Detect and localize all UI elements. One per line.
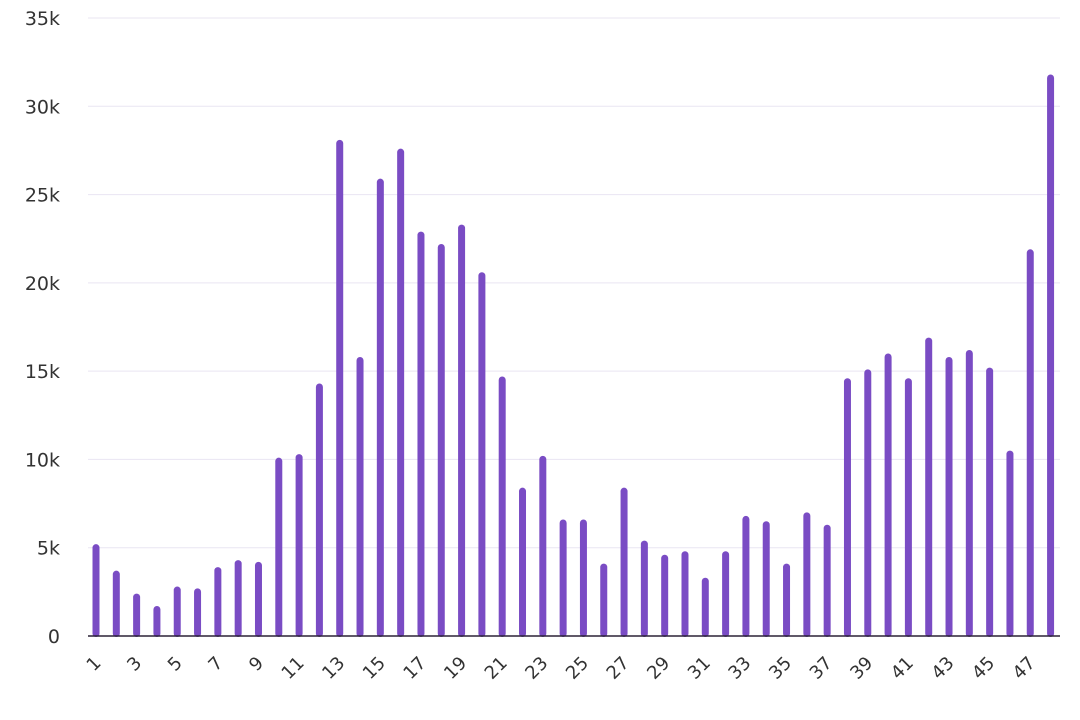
x-tick-label: 13 — [318, 653, 349, 684]
bar-3 — [133, 593, 141, 637]
bar-1 — [92, 544, 100, 637]
x-tick-label: 3 — [123, 653, 146, 676]
bar-25 — [579, 519, 587, 637]
bar-36 — [803, 512, 811, 637]
bar-19 — [458, 224, 466, 638]
bar-17 — [417, 231, 425, 637]
bar-10 — [275, 457, 283, 637]
x-tick-label: 35 — [765, 653, 796, 684]
bar-26 — [600, 563, 608, 637]
bar-38 — [843, 378, 851, 637]
bar-9 — [254, 561, 262, 637]
x-tick-label: 31 — [684, 653, 715, 684]
bar-46 — [1006, 450, 1014, 637]
bar-5 — [173, 586, 181, 637]
x-tick-label: 9 — [245, 653, 268, 676]
bars — [92, 74, 1055, 638]
x-tick-label: 37 — [806, 653, 837, 684]
y-tick-label: 20k — [25, 273, 60, 295]
bar-11 — [295, 454, 303, 637]
x-tick-label: 21 — [481, 653, 512, 684]
bar-48 — [1047, 74, 1055, 637]
bar-32 — [722, 551, 730, 637]
bar-18 — [437, 244, 445, 638]
bar-27 — [620, 487, 628, 637]
y-tick-label: 30k — [25, 96, 60, 118]
x-tick-label: 39 — [846, 653, 877, 684]
bar-39 — [864, 369, 872, 637]
x-tick-label: 7 — [204, 653, 227, 676]
x-tick-label: 43 — [928, 653, 959, 684]
bar-16 — [397, 148, 405, 638]
x-tick-label: 17 — [399, 653, 430, 684]
gridlines — [88, 17, 1060, 549]
bar-42 — [925, 337, 933, 637]
bar-35 — [783, 563, 791, 637]
bar-4 — [153, 605, 161, 637]
x-tick-label: 15 — [359, 653, 390, 684]
bar-21 — [498, 376, 506, 637]
x-tick-label: 29 — [643, 653, 674, 684]
y-tick-label: 0 — [48, 626, 60, 648]
bar-23 — [539, 455, 547, 637]
x-axis-ticks: 1 3 5 7 9 11 13 15 17 19 21 23 25 27 29 31 33 35 37 39 41 43 4… — [83, 653, 1040, 684]
bar-15 — [376, 178, 384, 637]
bar-14 — [356, 357, 364, 637]
bar-31 — [701, 577, 709, 637]
x-tick-label: 27 — [603, 653, 634, 684]
x-tick-label: 11 — [278, 653, 309, 684]
y-tick-label: 5k — [37, 538, 60, 560]
y-tick-label: 35k — [25, 8, 60, 30]
bar-2 — [112, 570, 120, 637]
bar-47 — [1026, 249, 1034, 637]
x-tick-label: 1 — [83, 653, 106, 676]
bar-45 — [986, 367, 994, 637]
bar-24 — [559, 519, 567, 637]
bar-34 — [762, 521, 770, 637]
x-tick-label: 41 — [887, 653, 918, 684]
y-axis-ticks: 0 5k 10k 15k 20k 25k 30k 35k — [25, 8, 60, 648]
bar-8 — [234, 560, 242, 637]
bar-43 — [945, 357, 953, 637]
x-tick-label: 5 — [164, 653, 187, 676]
bar-33 — [742, 515, 750, 637]
bar-13 — [336, 139, 344, 637]
bar-6 — [194, 588, 202, 637]
y-tick-label: 25k — [25, 185, 60, 207]
bar-22 — [519, 487, 527, 637]
bar-28 — [640, 540, 648, 637]
bar-20 — [478, 272, 486, 637]
bar-30 — [681, 551, 689, 637]
bar-7 — [214, 567, 222, 637]
bar-37 — [823, 524, 831, 637]
bar-40 — [884, 353, 892, 637]
bar-29 — [661, 554, 669, 637]
x-tick-label: 19 — [440, 653, 471, 684]
x-tick-label: 25 — [562, 653, 593, 684]
x-tick-label: 47 — [1009, 653, 1040, 684]
y-tick-label: 15k — [25, 361, 60, 383]
bar-44 — [965, 349, 973, 637]
bar-12 — [315, 383, 323, 637]
x-tick-label: 23 — [521, 653, 552, 684]
bar-41 — [904, 378, 912, 637]
y-tick-label: 10k — [25, 449, 60, 471]
x-tick-label: 33 — [724, 653, 755, 684]
x-tick-label: 45 — [968, 653, 999, 684]
